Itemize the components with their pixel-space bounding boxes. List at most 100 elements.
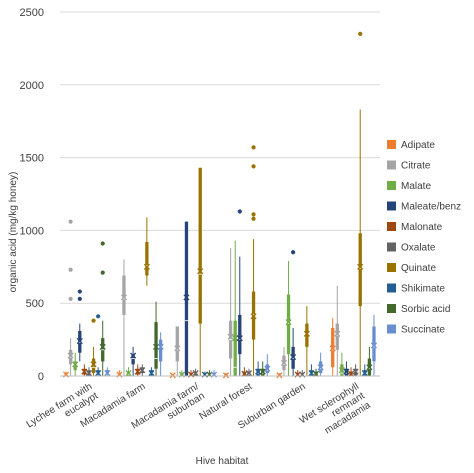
- mean-marker: [169, 372, 176, 379]
- box: [122, 275, 126, 315]
- box: [233, 320, 237, 376]
- box: [145, 242, 149, 276]
- mean-marker: [290, 354, 297, 361]
- mean-marker: [245, 370, 253, 377]
- mean-marker: [72, 361, 79, 368]
- legend-label: Maleate/benz: [401, 202, 461, 213]
- box-mark: [361, 364, 368, 377]
- outlier-point: [77, 296, 82, 301]
- mean-marker: [157, 343, 164, 350]
- box-mark: [290, 250, 297, 376]
- mean-marker: [134, 368, 141, 375]
- box-mark: [90, 318, 97, 376]
- outlier-point: [251, 216, 256, 221]
- box-mark: [197, 167, 204, 376]
- mean-marker: [125, 370, 132, 377]
- box: [305, 323, 309, 347]
- box-mark: [343, 361, 350, 376]
- mean-marker: [259, 368, 266, 375]
- outlier-point: [251, 212, 256, 217]
- box-mark: [280, 346, 288, 376]
- y-tick-label: 2500: [20, 7, 44, 19]
- outlier-point: [100, 270, 105, 275]
- mean-marker: [329, 345, 336, 352]
- y-tick-label: 1500: [20, 153, 44, 165]
- mean-marker: [361, 370, 368, 377]
- outlier-point: [68, 296, 73, 301]
- mean-marker: [334, 330, 341, 337]
- box-mark: [317, 352, 324, 376]
- legend-label: Succinate: [401, 325, 445, 336]
- box-mark: [95, 314, 102, 377]
- box: [154, 322, 158, 369]
- y-axis-ticks: 0 500 1000 1500 2000 2500: [20, 7, 44, 383]
- legend-label: Malonate: [401, 222, 443, 233]
- box-mark: [227, 247, 234, 376]
- box: [175, 326, 179, 362]
- box: [335, 323, 339, 350]
- outlier-point: [251, 145, 256, 150]
- series-quinate: [90, 31, 364, 376]
- box-mark: [347, 367, 355, 377]
- box-mark: [264, 354, 271, 376]
- mean-marker: [317, 364, 324, 371]
- y-tick-label: 2000: [20, 80, 44, 92]
- legend-swatch: [387, 160, 396, 170]
- y-tick-label: 500: [26, 298, 44, 310]
- mean-marker: [197, 268, 204, 275]
- box-mark: [192, 368, 199, 377]
- box-mark: [143, 217, 150, 286]
- box-mark: [99, 241, 106, 376]
- gridlines: [60, 11, 380, 304]
- box-mark: [236, 209, 243, 376]
- mean-marker: [130, 352, 137, 359]
- y-tick-label: 0: [38, 371, 44, 383]
- mean-marker: [276, 372, 283, 379]
- mean-marker: [352, 368, 359, 375]
- series-oxalate: [85, 364, 359, 378]
- mean-marker: [236, 335, 243, 342]
- box: [91, 358, 96, 374]
- box-mark: [76, 289, 83, 362]
- outlier-point: [96, 314, 101, 319]
- mean-marker: [139, 367, 146, 374]
- legend-item: Malate: [387, 181, 431, 192]
- box: [198, 167, 202, 324]
- mean-marker: [227, 333, 234, 340]
- mean-marker: [250, 313, 257, 320]
- mean-marker: [338, 367, 345, 374]
- legend-swatch: [387, 283, 396, 293]
- outlier-point: [358, 31, 363, 36]
- legend-item: Oxalate: [387, 242, 436, 254]
- box-mark: [174, 326, 181, 376]
- legend-item: Sorbic acid: [387, 304, 450, 315]
- legend-swatch: [387, 263, 396, 272]
- legend-swatch: [387, 201, 396, 211]
- outlier-point: [77, 289, 82, 294]
- legend-label: Adipate: [401, 140, 435, 151]
- box-mark: [352, 364, 359, 376]
- box: [158, 339, 163, 362]
- outlier-point: [251, 164, 256, 169]
- mean-marker: [285, 319, 292, 326]
- box-mark: [312, 368, 320, 377]
- box-mark: [245, 368, 253, 377]
- mean-marker: [280, 359, 288, 366]
- legend-item: Shikimate: [387, 283, 445, 295]
- box: [73, 361, 77, 371]
- mean-marker: [90, 361, 97, 368]
- box-mark: [134, 364, 141, 376]
- mean-marker: [120, 294, 128, 301]
- legend: Adipate Citrate Malate Maleate/benz Malonate…: [387, 140, 461, 336]
- box-mark: [139, 364, 146, 376]
- outlier-point: [100, 241, 105, 246]
- series-citrate: [67, 219, 341, 376]
- mean-marker: [95, 370, 102, 377]
- legend-label: Malate: [401, 181, 431, 192]
- plot-area: [62, 31, 378, 379]
- legend-swatch: [387, 222, 396, 231]
- mean-marker: [67, 352, 74, 359]
- box-mark: [255, 361, 262, 376]
